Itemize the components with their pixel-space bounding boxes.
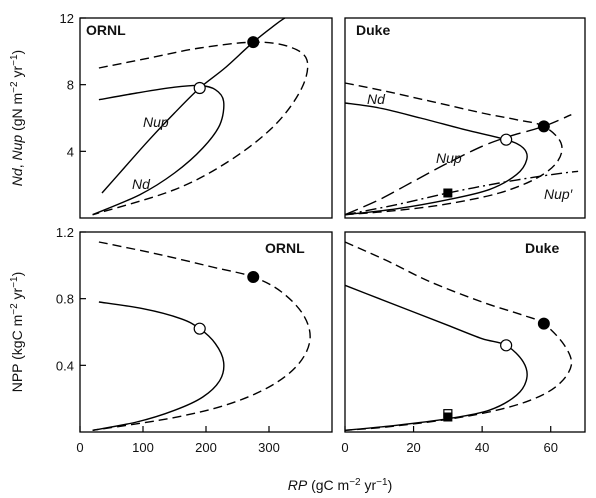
series-line-1 [344, 82, 563, 216]
y-title-sup: −1 [9, 54, 20, 66]
x-tick-label: 300 [258, 440, 280, 455]
y-title-part: ) [9, 272, 25, 277]
y-title-part: ) [9, 50, 25, 55]
marker-filled-circle [247, 36, 260, 49]
series-line-nup [344, 170, 579, 216]
y-tick-label: 12 [60, 11, 74, 26]
x-tick-label: 60 [543, 440, 557, 455]
marker-filled-square [443, 412, 453, 422]
y-title-part: (gN m [9, 93, 25, 135]
panel-top-left: ORNL 4 8 12 Nup Nd [60, 11, 333, 219]
tick-layer: 0 20 40 60 [341, 426, 558, 455]
marker-filled-square [443, 188, 453, 198]
x-tick-label: 40 [475, 440, 489, 455]
y-title-sup: −2 [9, 303, 20, 315]
marker-open-circle [500, 339, 513, 352]
series-layer [92, 17, 309, 216]
marker-layer [193, 36, 260, 95]
series-line-0 [344, 284, 528, 431]
x-tick-label: 20 [406, 440, 420, 455]
tick-layer: 0.4 0.8 1.2 0 100 200 300 [56, 225, 280, 455]
y-title-part: Nup [9, 135, 25, 161]
panel-frame [344, 231, 586, 433]
panel-title: ORNL [86, 22, 126, 38]
x-title-part: (gC m [307, 477, 349, 493]
series-line-1 [344, 241, 573, 431]
marker-filled-circle [247, 271, 260, 283]
curve-label-nd: Nd [132, 176, 151, 192]
x-title-sup: −2 [349, 477, 361, 488]
panel-bottom-left: ORNL 0.4 0.8 1.2 0 100 200 300 [56, 225, 333, 455]
series-line-nd [344, 114, 572, 216]
x-tick-label: 200 [195, 440, 217, 455]
y-tick-label: 1.2 [56, 225, 74, 240]
series-line-nup [344, 102, 528, 216]
series-line-nup [92, 84, 225, 216]
y-title-part: yr [9, 287, 25, 303]
series-layer [344, 82, 579, 216]
x-axis-title: RP (gC m−2 yr−1) [288, 477, 393, 493]
curve-label-nup-prime: Nup′ [544, 186, 574, 202]
curve-label-nup: Nup [436, 150, 462, 166]
marker-open-circle [193, 81, 206, 95]
y-tick-label: 0.4 [56, 358, 74, 373]
y-title-part: , [9, 161, 25, 169]
y-title-part: NPP (kgC m [9, 315, 25, 393]
series-line-0 [92, 301, 225, 431]
y-title-part: Nd [9, 167, 25, 186]
x-title-part: RP [288, 477, 308, 493]
curve-label-nup: Nup [143, 114, 169, 130]
panel-title: ORNL [265, 240, 305, 256]
y-title-part: yr [9, 66, 25, 82]
x-tick-label: 0 [341, 440, 348, 455]
series-layer [92, 241, 311, 431]
marker-filled-circle [537, 120, 550, 133]
y-tick-label: 0.8 [56, 292, 74, 307]
marker-filled-circle [537, 317, 550, 330]
series-layer [344, 241, 573, 431]
x-title-sup: −1 [376, 477, 388, 488]
panel-title: Duke [356, 22, 390, 38]
panel-frame [79, 17, 333, 219]
x-tick-label: 100 [132, 440, 154, 455]
panel-title: Duke [525, 240, 559, 256]
marker-layer [443, 120, 550, 198]
y-title-sup: −1 [9, 276, 20, 288]
series-line-1 [92, 241, 311, 431]
y-tick-label: 8 [67, 78, 74, 93]
curve-label-nd: Nd [367, 91, 386, 107]
marker-open-circle [193, 322, 206, 335]
x-title-part: yr [361, 477, 377, 493]
x-tick-label: 0 [76, 440, 83, 455]
marker-layer [443, 317, 550, 422]
y-axis-title-top: Nd, Nup (gN m−2 yr−1) [9, 50, 25, 186]
panel-frame [344, 17, 586, 219]
panel-frame [79, 231, 333, 433]
panel-bottom-right: Duke 0 20 40 60 [341, 231, 586, 455]
y-title-sup: −2 [9, 81, 20, 93]
y-axis-title-bottom: NPP (kgC m−2 yr−1) [9, 272, 25, 393]
tick-layer: 4 8 12 [60, 11, 86, 159]
series-line-1 [92, 41, 309, 216]
x-title-part: ) [388, 477, 393, 493]
marker-open-circle [500, 133, 513, 146]
y-tick-label: 4 [67, 144, 74, 159]
panel-top-right: Duke Nd Nup Nup′ [344, 17, 586, 219]
marker-layer [193, 271, 260, 335]
